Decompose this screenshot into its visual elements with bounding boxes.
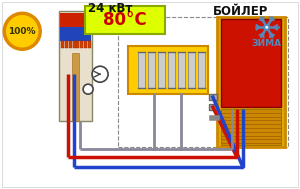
Text: 100%: 100% <box>8 27 36 36</box>
Polygon shape <box>148 52 155 88</box>
Bar <box>118 17 288 147</box>
Text: БОЙЛЕР: БОЙЛЕР <box>213 5 268 18</box>
Polygon shape <box>178 52 185 88</box>
Polygon shape <box>138 52 145 88</box>
Polygon shape <box>209 94 217 100</box>
Circle shape <box>92 66 108 82</box>
Polygon shape <box>84 41 87 48</box>
Polygon shape <box>221 109 281 145</box>
Polygon shape <box>72 53 79 121</box>
Polygon shape <box>69 41 72 48</box>
Polygon shape <box>80 41 83 48</box>
Text: 24 кВт: 24 кВт <box>88 2 132 15</box>
Polygon shape <box>59 11 92 121</box>
Polygon shape <box>168 52 175 88</box>
Circle shape <box>4 13 40 49</box>
Polygon shape <box>188 52 195 88</box>
Text: ЗИМА: ЗИМА <box>252 39 282 48</box>
Polygon shape <box>73 41 76 48</box>
Polygon shape <box>76 41 79 48</box>
Circle shape <box>83 84 93 94</box>
Polygon shape <box>221 19 281 107</box>
Polygon shape <box>60 13 91 27</box>
Polygon shape <box>88 41 91 48</box>
Polygon shape <box>61 41 64 48</box>
Polygon shape <box>209 104 217 110</box>
Circle shape <box>264 25 269 30</box>
Polygon shape <box>65 41 68 48</box>
Polygon shape <box>198 52 205 88</box>
Polygon shape <box>158 52 165 88</box>
Polygon shape <box>128 46 208 94</box>
Polygon shape <box>85 6 165 34</box>
Text: 80°C: 80°C <box>103 11 147 29</box>
Polygon shape <box>217 17 285 147</box>
Polygon shape <box>2 2 298 187</box>
Polygon shape <box>60 13 91 41</box>
Polygon shape <box>60 27 91 41</box>
